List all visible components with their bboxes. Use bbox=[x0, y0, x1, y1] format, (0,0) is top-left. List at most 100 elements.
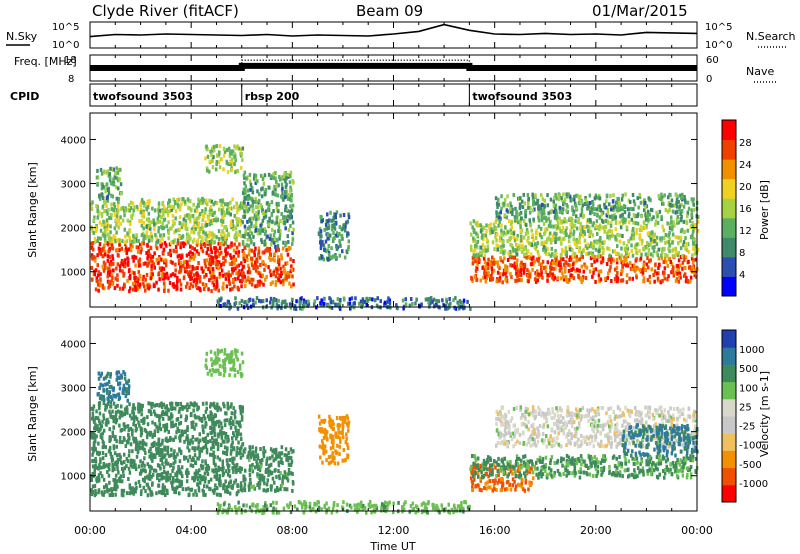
power-cell bbox=[217, 229, 221, 234]
power-cell bbox=[108, 234, 111, 239]
power-cell bbox=[650, 217, 653, 222]
power-cell bbox=[113, 205, 116, 209]
power-cell bbox=[491, 276, 495, 281]
power-cell bbox=[643, 198, 646, 203]
power-cell bbox=[597, 269, 601, 274]
power-cell bbox=[522, 270, 526, 275]
power-cell bbox=[281, 186, 284, 191]
power-cell bbox=[162, 204, 166, 209]
power-cell bbox=[289, 224, 292, 228]
power-cell bbox=[652, 215, 655, 220]
velocity-cell bbox=[224, 479, 227, 484]
power-cell bbox=[298, 304, 302, 309]
velocity-cell bbox=[159, 447, 163, 452]
velocity-cell bbox=[96, 465, 99, 470]
power-cell bbox=[233, 257, 237, 262]
power-cell bbox=[339, 243, 342, 248]
power-cell bbox=[509, 272, 512, 277]
power-cell bbox=[147, 261, 150, 266]
power-cell bbox=[220, 241, 223, 246]
power-cell bbox=[106, 254, 110, 259]
power-cell bbox=[208, 262, 211, 267]
power-cell bbox=[158, 219, 162, 224]
power-cell bbox=[620, 205, 623, 210]
power-cell bbox=[452, 298, 455, 303]
velocity-cell bbox=[151, 458, 154, 463]
power-cell bbox=[554, 266, 557, 271]
power-cell bbox=[149, 231, 153, 236]
power-cell bbox=[215, 144, 219, 149]
power-cell bbox=[596, 226, 600, 231]
power-cell bbox=[189, 255, 192, 260]
velocity-cell bbox=[92, 442, 96, 447]
velocity-cell bbox=[224, 451, 227, 455]
velocity-cell bbox=[226, 472, 230, 477]
power-cell bbox=[131, 201, 135, 206]
velocity-cell bbox=[98, 463, 101, 468]
power-cell bbox=[679, 217, 683, 222]
velocity-cell bbox=[123, 460, 126, 465]
power-cell bbox=[251, 203, 254, 208]
velocity-cell bbox=[122, 474, 125, 478]
power-cell bbox=[582, 269, 585, 274]
power-cell bbox=[668, 230, 671, 235]
velocity-cell bbox=[108, 447, 112, 452]
velocity-cell bbox=[238, 420, 241, 425]
velocity-cell bbox=[202, 437, 205, 442]
power-cell bbox=[671, 269, 675, 274]
velocity-cell bbox=[218, 481, 221, 486]
velocity-cell bbox=[204, 436, 208, 441]
power-cell bbox=[552, 224, 556, 229]
power-cell bbox=[119, 215, 122, 220]
velocity-cell bbox=[213, 454, 216, 459]
velocity-cell bbox=[98, 403, 101, 407]
power-cell bbox=[671, 209, 675, 214]
power-cell bbox=[176, 279, 179, 284]
velocity-cell bbox=[186, 402, 189, 407]
power-cell bbox=[327, 244, 330, 248]
velocity-cell bbox=[173, 455, 176, 460]
power-cell bbox=[235, 245, 239, 250]
power-cell bbox=[435, 303, 438, 308]
power-cell bbox=[632, 220, 635, 225]
power-cell bbox=[269, 253, 273, 257]
power-cell bbox=[244, 184, 247, 189]
power-cell bbox=[662, 202, 665, 207]
power-cell bbox=[215, 280, 219, 285]
power-cell bbox=[531, 233, 535, 238]
power-cell bbox=[547, 223, 551, 228]
power-cell bbox=[199, 275, 202, 280]
power-cell bbox=[132, 258, 135, 263]
power-cell bbox=[502, 251, 505, 256]
power-cell bbox=[523, 201, 527, 206]
velocity-cell bbox=[176, 417, 180, 421]
power-cell bbox=[226, 251, 229, 256]
power-cell bbox=[513, 255, 516, 260]
power-cell bbox=[474, 259, 477, 264]
power-cell bbox=[538, 262, 541, 267]
power-cell bbox=[278, 175, 281, 179]
power-cell bbox=[98, 283, 102, 288]
power-cell bbox=[583, 262, 586, 267]
power-cell bbox=[692, 208, 696, 213]
velocity-cell bbox=[156, 476, 159, 481]
power-cell bbox=[361, 302, 365, 306]
power-cell bbox=[104, 239, 107, 244]
power-cell bbox=[256, 259, 259, 264]
power-cell bbox=[494, 227, 498, 232]
velocity-cell bbox=[201, 428, 205, 433]
power-cell bbox=[446, 306, 450, 311]
power-cell bbox=[290, 264, 293, 269]
power-cell bbox=[242, 187, 246, 192]
velocity-cell bbox=[113, 483, 116, 488]
velocity-cell bbox=[198, 438, 202, 443]
velocity-cell bbox=[127, 440, 130, 445]
power-cell bbox=[496, 232, 499, 237]
power-cell bbox=[241, 268, 244, 273]
power-cell bbox=[201, 282, 205, 287]
power-cell bbox=[517, 267, 520, 272]
power-cell bbox=[234, 225, 238, 230]
velocity-cell bbox=[93, 484, 97, 488]
power-cell bbox=[256, 265, 259, 270]
power-cell bbox=[427, 300, 430, 305]
